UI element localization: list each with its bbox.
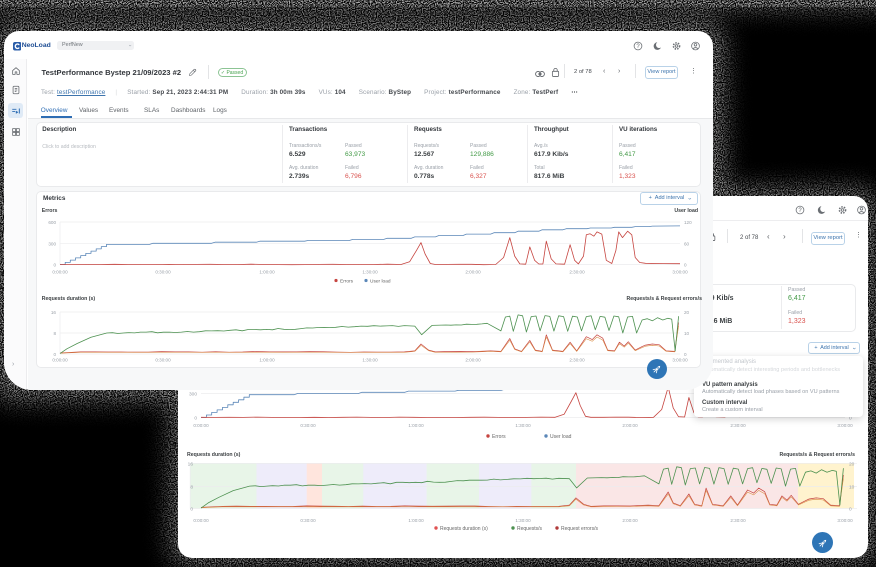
svg-text:2:30:00: 2:30:00 <box>569 270 585 275</box>
svg-text:3:00:00: 3:00:00 <box>672 270 688 275</box>
svg-text:0:00:00: 0:00:00 <box>52 270 68 275</box>
svg-text:1:30:00: 1:30:00 <box>362 270 378 275</box>
svg-text:0:30:00: 0:30:00 <box>300 518 316 523</box>
svg-text:2:00:00: 2:00:00 <box>465 270 481 275</box>
svg-text:1:30:00: 1:30:00 <box>515 518 531 523</box>
svg-text:0: 0 <box>194 416 197 422</box>
svg-text:Errors: Errors <box>492 434 506 440</box>
svg-text:2:30:00: 2:30:00 <box>569 358 585 363</box>
svg-text:3:00:00: 3:00:00 <box>837 423 853 428</box>
svg-text:Requests duration (s): Requests duration (s) <box>440 526 488 532</box>
svg-text:1:00:00: 1:00:00 <box>408 423 424 428</box>
svg-text:20: 20 <box>849 462 855 468</box>
svg-text:300: 300 <box>189 392 197 398</box>
svg-text:0: 0 <box>53 263 56 268</box>
svg-text:1:00:00: 1:00:00 <box>408 518 424 523</box>
svg-text:10: 10 <box>684 331 690 336</box>
svg-text:8: 8 <box>190 484 193 490</box>
svg-text:20: 20 <box>684 310 690 315</box>
svg-text:2:30:00: 2:30:00 <box>730 518 746 523</box>
svg-text:1:00:00: 1:00:00 <box>259 270 275 275</box>
svg-text:Requests/s: Requests/s <box>517 526 543 532</box>
svg-text:0:00:00: 0:00:00 <box>193 518 209 523</box>
svg-text:Request errors/s: Request errors/s <box>561 526 598 532</box>
svg-text:8: 8 <box>53 331 56 336</box>
svg-text:0:30:00: 0:30:00 <box>300 423 316 428</box>
svg-text:2:00:00: 2:00:00 <box>622 518 638 523</box>
svg-text:60: 60 <box>684 241 690 246</box>
svg-text:1:30:00: 1:30:00 <box>362 358 378 363</box>
svg-text:User load: User load <box>370 279 391 285</box>
svg-text:16: 16 <box>51 310 57 315</box>
svg-text:2:30:00: 2:30:00 <box>730 423 746 428</box>
svg-text:0:00:00: 0:00:00 <box>193 423 209 428</box>
svg-text:600: 600 <box>48 220 56 225</box>
svg-text:?: ? <box>636 44 640 50</box>
svg-text:0:00:00: 0:00:00 <box>52 358 68 363</box>
svg-text:10: 10 <box>849 484 855 490</box>
svg-text:0: 0 <box>53 352 56 357</box>
svg-text:2:00:00: 2:00:00 <box>465 358 481 363</box>
svg-text:2:00:00: 2:00:00 <box>622 423 638 428</box>
svg-text:?: ? <box>798 208 802 214</box>
svg-text:0: 0 <box>684 352 687 357</box>
svg-text:0: 0 <box>849 416 852 422</box>
svg-text:0: 0 <box>684 263 687 268</box>
svg-text:120: 120 <box>684 220 692 225</box>
svg-text:1:00:00: 1:00:00 <box>259 358 275 363</box>
svg-text:0: 0 <box>190 507 193 513</box>
svg-text:0: 0 <box>849 507 852 513</box>
svg-text:Errors: Errors <box>340 279 354 285</box>
svg-text:3:00:00: 3:00:00 <box>837 518 853 523</box>
svg-text:1:30:00: 1:30:00 <box>515 423 531 428</box>
svg-text:0:30:00: 0:30:00 <box>155 270 171 275</box>
svg-text:300: 300 <box>48 241 56 246</box>
svg-text:3:00:00: 3:00:00 <box>672 358 688 363</box>
svg-text:0:30:00: 0:30:00 <box>155 358 171 363</box>
svg-text:16: 16 <box>188 462 194 468</box>
svg-text:User load: User load <box>550 434 572 440</box>
